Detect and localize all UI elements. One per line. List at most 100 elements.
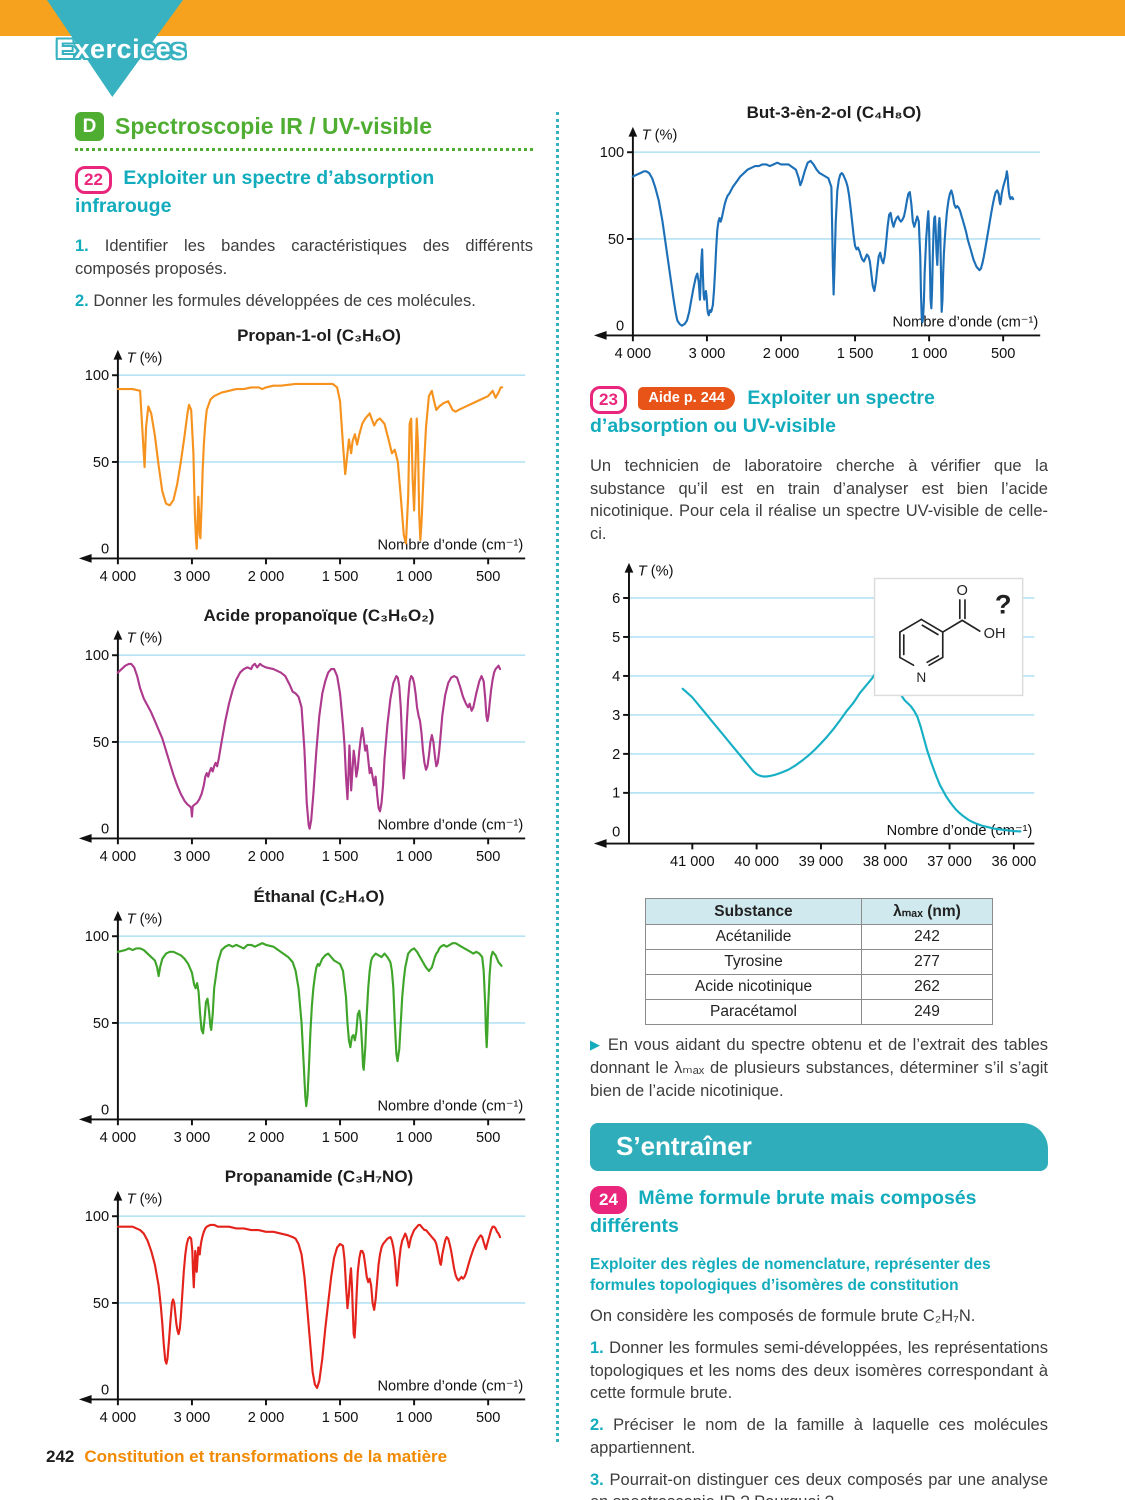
- svg-text:4: 4: [612, 669, 620, 685]
- svg-text:1 000: 1 000: [396, 569, 433, 585]
- svg-text:4 000: 4 000: [100, 1130, 137, 1146]
- page-footer: 242 Constitution et transformations de la…: [46, 1447, 447, 1467]
- uv-visible-chart: 41 000 40 000 39 000 38 000 37 000 36 000 0 1 2 3…: [590, 559, 1048, 884]
- svg-text:3 000: 3 000: [174, 569, 211, 585]
- svg-text:4 000: 4 000: [100, 849, 137, 865]
- svg-text:3 000: 3 000: [174, 849, 211, 865]
- exercise-23-body: Un technicien de laboratoire cherche à v…: [590, 456, 1048, 544]
- svg-text:T (%): T (%): [127, 350, 163, 366]
- table-cell: Acétanilide: [645, 924, 862, 951]
- exercise-22-header: 22 Exploiter un spectre d’absorption inf…: [75, 166, 533, 219]
- svg-text:1 500: 1 500: [322, 1410, 359, 1426]
- svg-text:Nombre d’onde (cm⁻¹): Nombre d’onde (cm⁻¹): [378, 537, 524, 553]
- exercise-23-number-badge: 23: [590, 385, 627, 414]
- section-header: D Spectroscopie IR / UV-visible: [75, 112, 533, 151]
- aide-page-badge: Aide p. 244: [638, 386, 735, 411]
- svg-text:3 000: 3 000: [689, 346, 726, 362]
- svg-text:Nombre d’onde (cm⁻¹): Nombre d’onde (cm⁻¹): [378, 1379, 524, 1395]
- svg-text:100: 100: [85, 1209, 109, 1225]
- table-cell: 262: [861, 974, 993, 1001]
- section-title: Spectroscopie IR / UV-visible: [115, 113, 432, 139]
- svg-text:1 500: 1 500: [837, 346, 874, 362]
- svg-text:100: 100: [85, 648, 109, 664]
- exercise-24-number-badge: 24: [590, 1185, 627, 1214]
- svg-text:36 000: 36 000: [992, 854, 1037, 870]
- ir-chart-propanamide: Propanamide (C₃H₇NO) 4 000 3 000 2 000 1 50…: [75, 1167, 533, 1435]
- exercise-24-item-1: 1. Donner les formules semi-développées,…: [590, 1338, 1048, 1403]
- svg-text:500: 500: [476, 1130, 500, 1146]
- svg-text:2 000: 2 000: [763, 346, 800, 362]
- svg-text:41 000: 41 000: [670, 854, 715, 870]
- svg-text:50: 50: [93, 735, 109, 751]
- left-column: D Spectroscopie IR / UV-visible 22 Explo…: [75, 112, 533, 1435]
- svg-text:500: 500: [476, 569, 500, 585]
- svg-text:1 500: 1 500: [322, 849, 359, 865]
- table-header-row: Substance λₘₐₓ (nm): [645, 898, 993, 926]
- svg-text:1 500: 1 500: [322, 1130, 359, 1146]
- svg-text:T (%): T (%): [127, 631, 163, 647]
- svg-text:1 000: 1 000: [396, 849, 433, 865]
- exercise-22-item-1: 1. Identifier les bandes caractéristique…: [75, 237, 533, 279]
- svg-text:3: 3: [612, 708, 620, 724]
- svg-text:N: N: [916, 670, 926, 685]
- ir-spectrum-but-3-en-2-ol: 4 000 3 000 2 000 1 500 1 000 500 0 50 100 T (%) N…: [590, 123, 1048, 371]
- table-row: Paracétamol 249: [645, 999, 993, 1026]
- svg-text:100: 100: [600, 145, 624, 161]
- svg-text:40 000: 40 000: [734, 854, 779, 870]
- svg-text:500: 500: [476, 1410, 500, 1426]
- table-cell: 249: [861, 999, 993, 1026]
- svg-text:?: ?: [995, 589, 1012, 620]
- column-header-substance: Substance: [645, 898, 862, 926]
- ir-chart-propan-1-ol: Propan-1-ol (C₃H₆O) 4 000 3 000 2 000 1 500…: [75, 326, 533, 594]
- exercise-24-title: Même formule brute mais composés différe…: [590, 1186, 977, 1237]
- svg-text:39 000: 39 000: [799, 854, 844, 870]
- exercise-22-number-badge: 22: [75, 166, 112, 195]
- svg-text:0: 0: [101, 1102, 109, 1118]
- svg-text:3 000: 3 000: [174, 1130, 211, 1146]
- page-number: 242: [46, 1447, 75, 1466]
- svg-text:37 000: 37 000: [927, 854, 972, 870]
- svg-text:1 000: 1 000: [396, 1410, 433, 1426]
- ir-chart-ethanal: Éthanal (C₂H₄O) 4 000 3 000 2 000 1 500 1 00…: [75, 887, 533, 1155]
- table-cell: Tyrosine: [645, 949, 862, 976]
- exercise-24-item-2: 2. Préciser le nom de la famille à laque…: [590, 1416, 1048, 1457]
- svg-text:4 000: 4 000: [100, 569, 137, 585]
- exercise-24-intro: On considère les composés de formule bru…: [590, 1307, 976, 1326]
- svg-text:50: 50: [93, 1016, 109, 1032]
- table-row: Acétanilide 242: [645, 924, 993, 951]
- svg-text:Nombre d’onde (cm⁻¹): Nombre d’onde (cm⁻¹): [887, 823, 1033, 839]
- svg-text:3 000: 3 000: [174, 1410, 211, 1426]
- ir-spectrum-propan-1-ol: 4 000 3 000 2 000 1 500 1 000 500 0 50 100 T (%) N…: [75, 346, 533, 594]
- section-letter-box: D: [75, 112, 104, 141]
- svg-text:2 000: 2 000: [248, 849, 285, 865]
- svg-text:Nombre d’onde (cm⁻¹): Nombre d’onde (cm⁻¹): [893, 315, 1039, 331]
- svg-text:1 000: 1 000: [396, 1130, 433, 1146]
- svg-text:6: 6: [612, 591, 620, 607]
- exercise-23-title: Exploiter un spectre d’absorption ou UV-…: [590, 386, 935, 437]
- table-cell: 277: [861, 949, 993, 976]
- svg-text:50: 50: [608, 232, 624, 248]
- top-orange-bar: [0, 0, 1125, 36]
- svg-text:0: 0: [616, 319, 624, 335]
- substances-table: Substance λₘₐₓ (nm) Acétanilide 242 Tyrosi…: [645, 898, 993, 1026]
- svg-text:2 000: 2 000: [248, 569, 285, 585]
- svg-text:O: O: [957, 583, 968, 599]
- svg-text:2 000: 2 000: [248, 1410, 285, 1426]
- exercise-24-item-3: 3. Pourrait-on distinguer ces deux compo…: [590, 1470, 1048, 1500]
- svg-text:1: 1: [612, 786, 620, 802]
- svg-text:500: 500: [476, 849, 500, 865]
- svg-text:0: 0: [101, 822, 109, 838]
- svg-text:5: 5: [612, 630, 620, 646]
- ir-chart-acide-propanoique: Acide propanoïque (C₃H₆O₂) 4 000 3 000 2 0…: [75, 606, 533, 874]
- table-cell: Acide nicotinique: [645, 974, 862, 1001]
- ir-spectrum-ethanal: 4 000 3 000 2 000 1 500 1 000 500 0 50 100 T (%) N…: [75, 907, 533, 1155]
- exercise-22-title: Exploiter un spectre d’absorption infrar…: [75, 167, 435, 218]
- svg-text:T (%): T (%): [127, 1192, 163, 1208]
- table-row: Acide nicotinique 262: [645, 974, 993, 1001]
- ir-chart-but-3-en-2-ol: But-3-èn-2-ol (C₄H₈O) 4 000 3 000 2 000 1 5…: [590, 103, 1048, 371]
- exercise-24-skill-subtitle: Exploiter des règles de nomenclature, re…: [590, 1256, 991, 1294]
- svg-text:1 000: 1 000: [911, 346, 948, 362]
- ir-spectrum-acide-propanoique: 4 000 3 000 2 000 1 500 1 000 500 0 50 100 T (%) N…: [75, 626, 533, 874]
- svg-text:38 000: 38 000: [863, 854, 908, 870]
